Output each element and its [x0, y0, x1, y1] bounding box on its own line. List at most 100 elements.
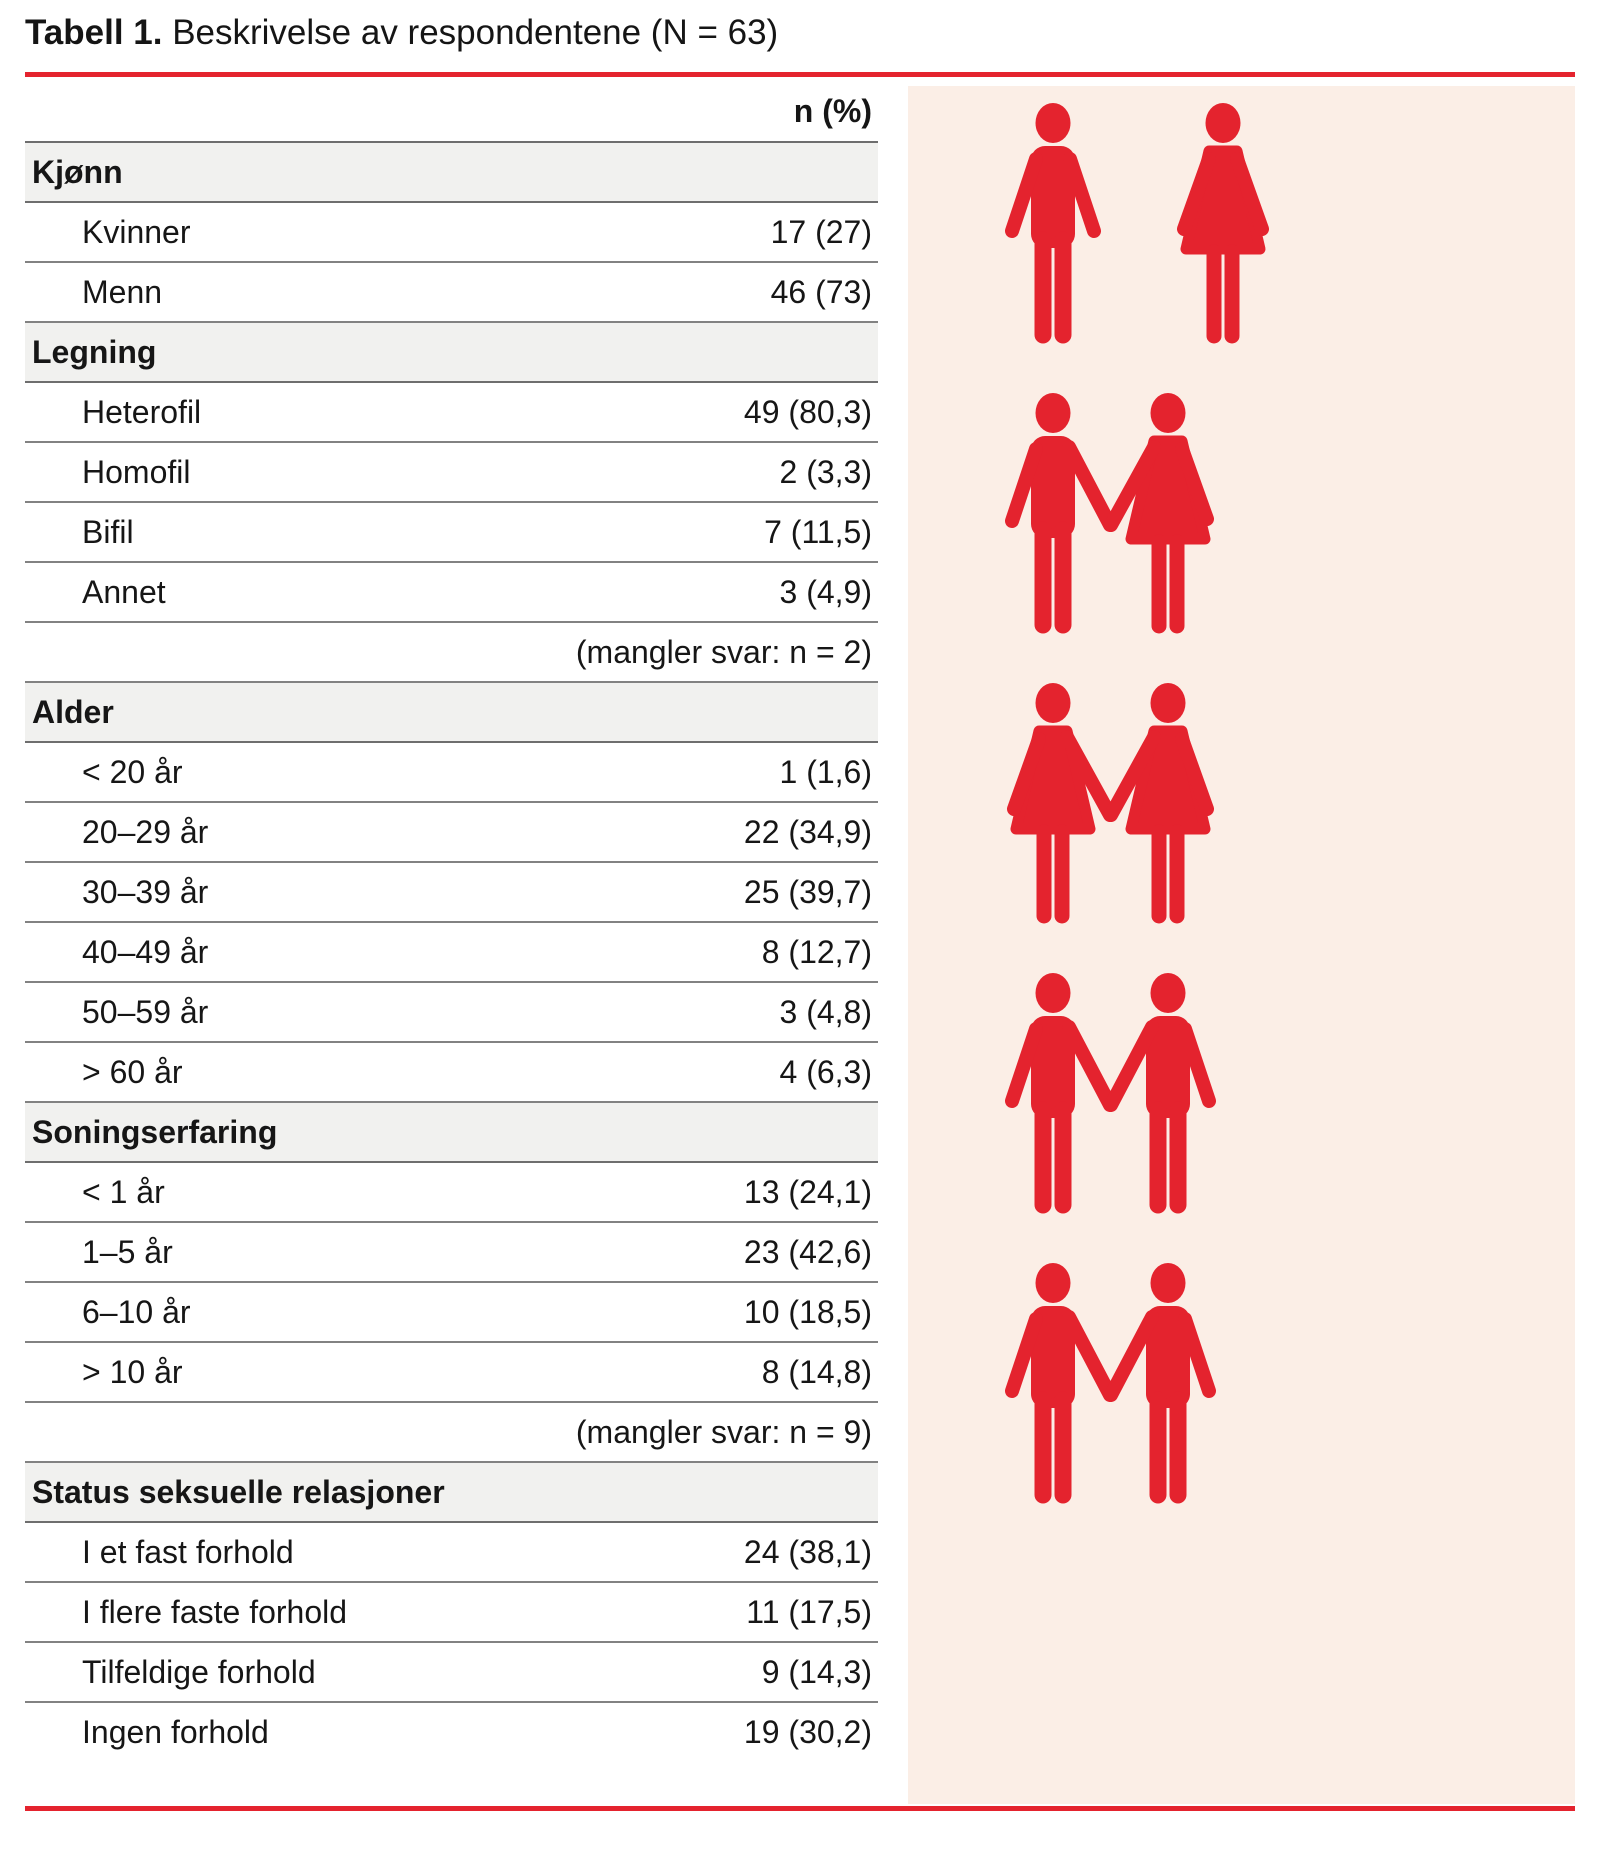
section-header-4: Status seksuelle relasjoner [25, 1461, 878, 1523]
row-label: 1–5 år [25, 1222, 668, 1283]
table-row: Heterofil 49 (80,3) [25, 382, 878, 443]
respondents-table-body: n (%) Kjønn Kvinner 17 (27) Menn 46 (73) Legni… [25, 82, 878, 1762]
row-value: 13 (24,1) [668, 1162, 878, 1223]
row-value: 2 (3,3) [668, 442, 878, 503]
pictogram-man-woman-separate [968, 100, 1308, 345]
row-value: 1 (1,6) [668, 742, 878, 803]
table-row: 1–5 år 23 (42,6) [25, 1222, 878, 1283]
section-header-row: Status seksuelle relasjoner [25, 1461, 878, 1523]
table-row: Annet 3 (4,9) [25, 562, 878, 623]
pictogram-man-man-holding-hands [968, 1260, 1308, 1505]
table-row: > 60 år 4 (6,3) [25, 1042, 878, 1103]
row-value: 23 (42,6) [668, 1222, 878, 1283]
man-figure-icon [1012, 393, 1110, 625]
row-label: Homofil [25, 442, 668, 503]
table-row: Bifil 7 (11,5) [25, 502, 878, 563]
row-value: 9 (14,3) [668, 1642, 878, 1703]
man-figure-icon [1012, 973, 1110, 1205]
row-label: Kvinner [25, 202, 668, 263]
woman-figure-icon [1184, 103, 1262, 336]
section-header-row: Alder [25, 681, 878, 743]
row-label: 40–49 år [25, 922, 668, 983]
woman-figure-icon [1111, 683, 1207, 916]
row-label: Tilfeldige forhold [25, 1642, 668, 1703]
row-label: > 60 år [25, 1042, 668, 1103]
row-value: 46 (73) [668, 262, 878, 323]
page-title: Tabell 1. Beskrivelse av respondentene (… [25, 12, 778, 54]
bottom-red-rule [25, 1806, 1575, 1811]
missing-answers-row: (mangler svar: n = 2) [25, 622, 878, 683]
row-value: 10 (18,5) [668, 1282, 878, 1343]
table-row: Tilfeldige forhold 9 (14,3) [25, 1642, 878, 1703]
table-row: 40–49 år 8 (12,7) [25, 922, 878, 983]
row-label: Bifil [25, 502, 668, 563]
table-row: Homofil 2 (3,3) [25, 442, 878, 503]
row-label: 50–59 år [25, 982, 668, 1043]
row-label: 6–10 år [25, 1282, 668, 1343]
man-figure-icon [1012, 1263, 1110, 1495]
row-value: 49 (80,3) [668, 382, 878, 443]
row-label: 30–39 år [25, 862, 668, 923]
header-spacer-cell [25, 82, 668, 142]
row-value: 22 (34,9) [668, 802, 878, 863]
row-label: Menn [25, 262, 668, 323]
section-header-row: Legning [25, 321, 878, 383]
row-label: I et fast forhold [25, 1522, 668, 1583]
table-caption: Beskrivelse av respondentene (N = 63) [162, 13, 779, 52]
missing-answers-row: (mangler svar: n = 9) [25, 1402, 878, 1463]
row-value: 17 (27) [668, 202, 878, 263]
section-header-2: Alder [25, 681, 878, 743]
table-row: 20–29 år 22 (34,9) [25, 802, 878, 863]
row-label: < 1 år [25, 1162, 668, 1223]
table-row: 30–39 år 25 (39,7) [25, 862, 878, 923]
woman-figure-icon [1014, 683, 1110, 916]
table-number: Tabell 1. [25, 13, 163, 52]
table-row: Ingen forhold 19 (30,2) [25, 1702, 878, 1762]
table-row: > 10 år 8 (14,8) [25, 1342, 878, 1403]
row-label: 20–29 år [25, 802, 668, 863]
pictogram-panel [908, 86, 1575, 1804]
row-label: I flere faste forhold [25, 1582, 668, 1643]
row-label: Heterofil [25, 382, 668, 443]
woman-figure-icon [1111, 393, 1207, 626]
row-value: 7 (11,5) [668, 502, 878, 563]
table-row: < 20 år 1 (1,6) [25, 742, 878, 803]
row-value: 3 (4,8) [668, 982, 878, 1043]
row-value: 25 (39,7) [668, 862, 878, 923]
table-row: < 1 år 13 (24,1) [25, 1162, 878, 1223]
column-header-row: n (%) [25, 82, 878, 142]
table-row: Menn 46 (73) [25, 262, 878, 323]
section-header-0: Kjønn [25, 141, 878, 203]
row-label: Ingen forhold [82, 1714, 269, 1750]
table-row: 6–10 år 10 (18,5) [25, 1282, 878, 1343]
table-row: 50–59 år 3 (4,8) [25, 982, 878, 1043]
man-figure-icon [1012, 103, 1094, 335]
row-label: > 10 år [25, 1342, 668, 1403]
pictogram-woman-woman-holding-hands [968, 680, 1308, 925]
top-red-rule [25, 72, 1575, 77]
section-header-1: Legning [25, 321, 878, 383]
row-value: 19 (30,2) [743, 1714, 872, 1750]
pictogram-man-woman-holding-hands [968, 390, 1308, 635]
row-value: 8 (12,7) [668, 922, 878, 983]
respondents-table: n (%) Kjønn Kvinner 17 (27) Menn 46 (73) Legni… [25, 82, 878, 1762]
man-figure-icon [1111, 973, 1209, 1205]
row-label: < 20 år [25, 742, 668, 803]
value-column-header: n (%) [793, 93, 872, 129]
missing-answers-note: (mangler svar: n = 9) [25, 1402, 878, 1463]
section-header-row: Soningserfaring [25, 1101, 878, 1163]
table-row: Kvinner 17 (27) [25, 202, 878, 263]
section-header-row: Kjønn [25, 141, 878, 203]
pictogram-man-man-holding-hands [968, 970, 1308, 1215]
table-row: I et fast forhold 24 (38,1) [25, 1522, 878, 1583]
row-label: Annet [25, 562, 668, 623]
row-value: 24 (38,1) [668, 1522, 878, 1583]
section-header-3: Soningserfaring [25, 1101, 878, 1163]
missing-answers-note: (mangler svar: n = 2) [25, 622, 878, 683]
row-value: 3 (4,9) [668, 562, 878, 623]
table-row: I flere faste forhold 11 (17,5) [25, 1582, 878, 1643]
row-value: 8 (14,8) [668, 1342, 878, 1403]
man-figure-icon [1111, 1263, 1209, 1495]
row-value: 11 (17,5) [668, 1582, 878, 1643]
